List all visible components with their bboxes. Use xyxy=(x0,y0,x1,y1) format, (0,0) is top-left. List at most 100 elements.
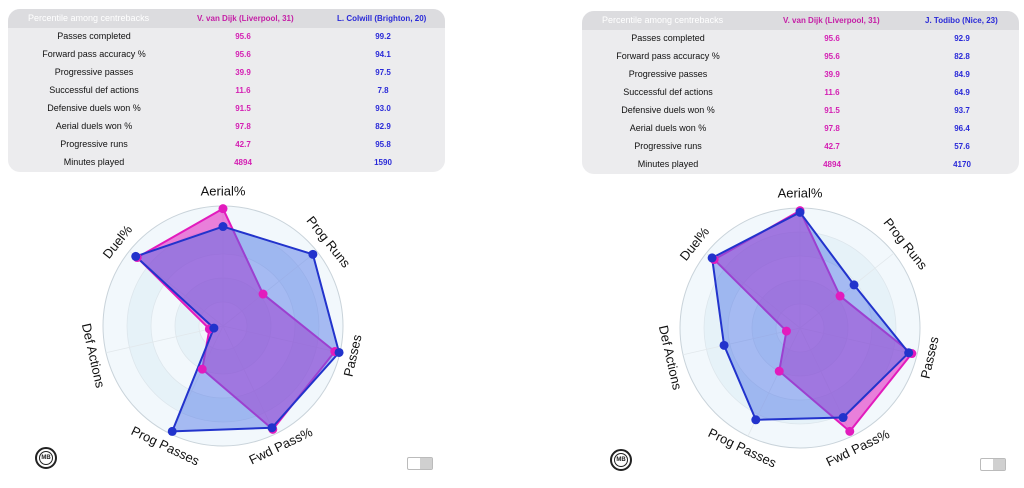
radar-point xyxy=(218,222,228,232)
player1-header: V. van Dijk (Liverpool, 31) xyxy=(197,14,294,23)
player2-value: 95.8 xyxy=(375,140,391,149)
player1-value: 95.6 xyxy=(235,32,251,41)
player1-value: 4894 xyxy=(823,160,841,169)
header-label: Percentile among centrebacks xyxy=(602,15,724,25)
comparison-panel-colwill: Percentile among centrebacks V. van Dijk… xyxy=(8,9,445,470)
percentile-table: Percentile among centrebacks V. van Dijk… xyxy=(8,9,445,172)
radar-point xyxy=(845,426,855,436)
radar-point xyxy=(795,207,805,217)
radar-spoke xyxy=(682,327,801,356)
radar-point xyxy=(197,364,207,374)
player1-header: V. van Dijk (Liverpool, 31) xyxy=(783,16,880,25)
metric-label: Defensive duels won % xyxy=(621,105,715,115)
metric-label: Progressive runs xyxy=(60,139,128,149)
toggle-switch[interactable] xyxy=(407,457,433,470)
metric-label: Progressive passes xyxy=(54,67,134,77)
table-header: Percentile among centrebacks V. van Dijk… xyxy=(582,11,1019,30)
metric-label: Forward pass accuracy % xyxy=(42,49,146,59)
player2-value: 96.4 xyxy=(954,124,970,133)
metric-label: Progressive runs xyxy=(634,141,702,151)
player1-value: 95.6 xyxy=(235,50,251,59)
metric-label: Aerial duels won % xyxy=(629,123,707,133)
toggle-knob xyxy=(420,458,432,469)
radar-point xyxy=(719,340,729,350)
player1-value: 4894 xyxy=(234,158,252,167)
player1-value: 95.6 xyxy=(824,34,840,43)
player2-value: 57.6 xyxy=(954,142,970,151)
metric-label: Defensive duels won % xyxy=(47,103,141,113)
metric-label: Minutes played xyxy=(637,159,699,169)
player2-value: 82.8 xyxy=(954,52,970,61)
radar-axis-label: Passes xyxy=(341,333,365,378)
radar-point xyxy=(849,280,859,290)
radar-point xyxy=(774,366,784,376)
metric-label: Progressive passes xyxy=(628,69,708,79)
metric-label: Passes completed xyxy=(57,31,131,41)
metric-label: Passes completed xyxy=(631,33,705,43)
table-header: Percentile among centrebacks V. van Dijk… xyxy=(8,9,445,28)
player1-value: 97.8 xyxy=(824,124,840,133)
player2-value: 64.9 xyxy=(954,88,970,97)
player1-value: 39.9 xyxy=(824,70,840,79)
player1-value: 42.7 xyxy=(235,140,251,149)
logo-icon: MB xyxy=(35,447,57,469)
radar-point xyxy=(838,413,848,423)
radar-point xyxy=(904,348,914,358)
logo-text: MB xyxy=(39,451,53,465)
player2-header: J. Todibo (Nice, 23) xyxy=(925,16,998,25)
radar-point xyxy=(308,249,318,259)
radar-point xyxy=(707,253,717,263)
header-label: Percentile among centrebacks xyxy=(28,13,150,23)
player2-value: 97.5 xyxy=(375,68,391,77)
player1-value: 95.6 xyxy=(824,52,840,61)
player2-value: 93.7 xyxy=(954,106,970,115)
player2-value: 94.1 xyxy=(375,50,391,59)
comparison-panel-todibo: Percentile among centrebacks V. van Dijk… xyxy=(512,0,1024,488)
player1-value: 42.7 xyxy=(824,142,840,151)
player1-value: 11.6 xyxy=(235,86,251,95)
radar-axis-label: Passes xyxy=(918,335,942,380)
radar-point xyxy=(131,251,141,261)
radar-axis-label: Aerial% xyxy=(201,183,246,198)
radar-series-area xyxy=(134,225,341,433)
metric-label: Successful def actions xyxy=(49,85,139,95)
player2-header: L. Colwill (Brighton, 20) xyxy=(337,14,427,23)
player1-value: 11.6 xyxy=(824,88,840,97)
player2-value: 92.9 xyxy=(954,34,970,43)
metric-label: Forward pass accuracy % xyxy=(616,51,720,61)
radar-point xyxy=(258,289,268,299)
radar-point xyxy=(209,323,219,333)
radar-point xyxy=(781,326,791,336)
radar-point xyxy=(267,423,277,433)
player1-value: 91.5 xyxy=(824,106,840,115)
radar-point xyxy=(167,426,177,436)
radar-point xyxy=(218,204,228,214)
player2-value: 93.0 xyxy=(375,104,391,113)
logo-icon: MB xyxy=(610,449,632,471)
metric-label: Minutes played xyxy=(63,157,125,167)
toggle-switch[interactable] xyxy=(980,458,1006,471)
player2-value: 4170 xyxy=(953,160,971,169)
player1-value: 91.5 xyxy=(235,104,251,113)
radar-point xyxy=(334,347,344,357)
logo-text: MB xyxy=(614,453,628,467)
player2-value: 82.9 xyxy=(375,122,391,131)
toggle-knob xyxy=(993,459,1005,470)
player2-value: 7.8 xyxy=(377,86,389,95)
radar-point xyxy=(835,291,845,301)
radar-axis-label: Aerial% xyxy=(778,185,823,200)
radar-spoke xyxy=(105,325,224,354)
player1-value: 97.8 xyxy=(235,122,251,131)
player2-value: 84.9 xyxy=(954,70,970,79)
player2-value: 99.2 xyxy=(375,32,391,41)
radar-series-area xyxy=(711,211,910,421)
metric-label: Successful def actions xyxy=(623,87,713,97)
radar-series-area xyxy=(713,209,913,433)
percentile-table: Percentile among centrebacks V. van Dijk… xyxy=(582,11,1019,174)
player2-value: 1590 xyxy=(374,158,392,167)
radar-point xyxy=(751,415,761,425)
metric-label: Aerial duels won % xyxy=(55,121,133,131)
player1-value: 39.9 xyxy=(235,68,251,77)
